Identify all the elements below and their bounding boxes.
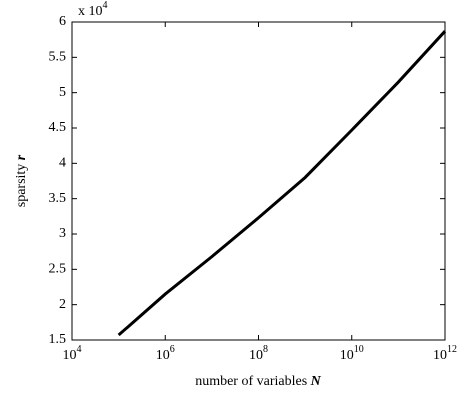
x-tick-label: 1010	[340, 344, 364, 363]
x-tick-exp: 10	[354, 344, 364, 355]
x-tick-label: 104	[63, 344, 82, 363]
x-tick-label: 106	[156, 344, 175, 363]
plot-frame	[71, 21, 446, 341]
y-tick-label: 3	[59, 226, 66, 241]
y-multiplier-base: x 10	[78, 4, 103, 19]
x-tick-base: 10	[249, 348, 263, 363]
y-multiplier: x 104	[78, 0, 108, 19]
x-tick-base: 10	[63, 348, 77, 363]
y-axis-label: sparsity r	[14, 154, 29, 207]
x-tick-exp: 4	[77, 344, 82, 355]
x-label-text: number of variables	[195, 374, 307, 389]
x-label-var: N	[310, 374, 322, 389]
y-tick-label: 5	[59, 85, 66, 100]
x-tick-base: 10	[433, 348, 447, 363]
x-tick-base: 10	[340, 348, 354, 363]
x-tick-exp: 12	[447, 344, 457, 355]
y-tick-label: 5.5	[49, 50, 67, 65]
y-tick-label: 1.5	[49, 332, 67, 347]
y-tick-label: 2.5	[49, 262, 67, 277]
x-tick-exp: 8	[263, 344, 268, 355]
line-series	[117, 30, 447, 337]
y-multiplier-exp: 4	[103, 0, 108, 11]
x-tick-exp: 6	[170, 344, 175, 355]
y-tick-label: 4	[59, 156, 66, 171]
y-tick-label: 2	[59, 297, 66, 312]
y-label-text: sparsity	[14, 164, 29, 208]
y-tick-label: 6	[59, 14, 66, 29]
y-tick-label: 3.5	[49, 191, 67, 206]
x-tick-base: 10	[156, 348, 170, 363]
x-axis-label: number of variables N	[195, 374, 321, 389]
y-label-var: r	[14, 154, 29, 160]
x-tick-label: 1012	[433, 344, 457, 363]
x-tick-label: 108	[249, 344, 268, 363]
y-tick-label: 4.5	[49, 120, 67, 135]
